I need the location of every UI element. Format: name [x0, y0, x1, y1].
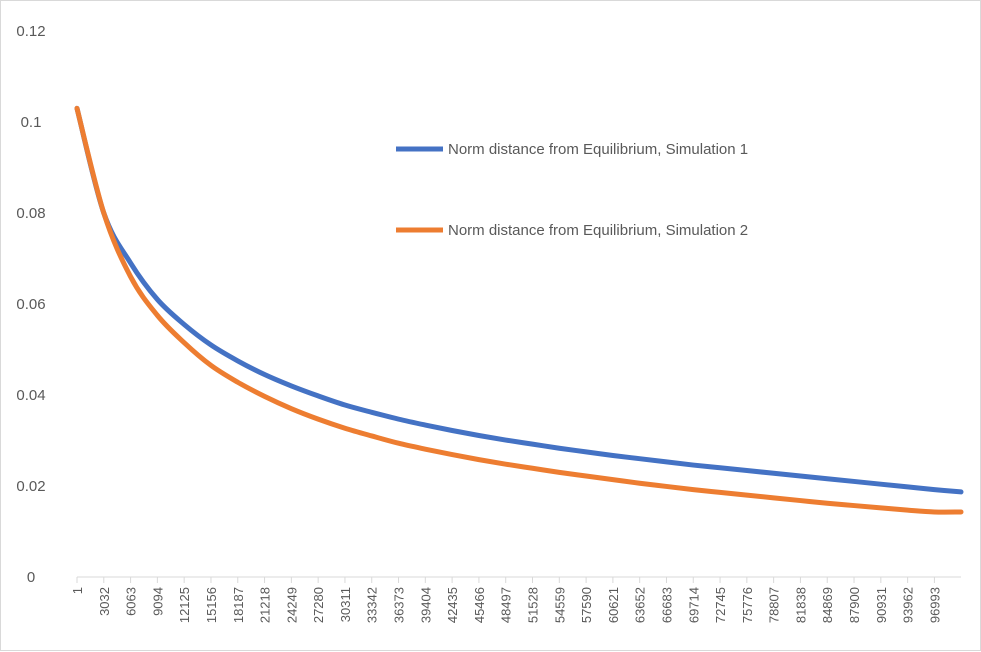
x-tick-label: 81838	[793, 587, 808, 623]
x-tick-label: 63652	[633, 587, 648, 623]
x-tick-label: 66683	[659, 587, 674, 623]
x-tick-label: 60621	[606, 587, 621, 623]
x-tick-label: 87900	[847, 587, 862, 623]
x-tick-label: 42435	[445, 587, 460, 623]
series-line-1	[74, 105, 964, 495]
y-tick-label: 0.08	[16, 205, 45, 222]
x-tick-label: 15156	[204, 587, 219, 623]
x-tick-label: 96993	[927, 587, 942, 623]
x-tick-label: 6063	[124, 587, 139, 616]
x-tick-label: 93962	[901, 587, 916, 623]
x-tick-label: 69714	[686, 587, 701, 623]
x-tick-label: 39404	[418, 587, 433, 623]
y-tick-label: 0.1	[21, 114, 42, 131]
y-tick-label: 0.12	[16, 23, 45, 40]
x-tick-label: 45466	[472, 587, 487, 623]
y-tick-label: 0.02	[16, 478, 45, 495]
x-tick-label: 90931	[874, 587, 889, 623]
x-tick-label: 30311	[338, 587, 353, 622]
x-tick-label: 33342	[365, 587, 380, 623]
x-tick-label: 48497	[499, 587, 514, 623]
legend-label-2: Norm distance from Equilibrium, Simulati…	[448, 222, 748, 239]
x-tick-label: 12125	[177, 587, 192, 623]
x-tick-label: 1	[70, 587, 85, 594]
y-tick-label: 0.06	[16, 296, 45, 313]
x-tick-label: 24249	[284, 587, 299, 623]
x-tick-label: 27280	[311, 587, 326, 623]
series-line-2	[74, 105, 964, 515]
x-tick-label: 57590	[579, 587, 594, 623]
x-tick-label: 51528	[526, 587, 541, 623]
x-tick-label: 72745	[713, 587, 728, 623]
y-tick-label: 0	[27, 569, 35, 586]
x-tick-label: 54559	[552, 587, 567, 623]
x-tick-label: 21218	[258, 587, 273, 623]
y-axis: 0 0.02 0.04 0.06 0.08 0.1 0.12	[16, 23, 45, 586]
x-tick-label: 3032	[97, 587, 112, 616]
x-axis: 1 3032 6063 9094 12125 15156 18187 21218 24249 27…	[70, 576, 961, 623]
x-tick-label: 36373	[392, 587, 407, 623]
x-tick-label: 18187	[231, 587, 246, 623]
x-tick-label: 78807	[767, 587, 782, 623]
legend-label-1: Norm distance from Equilibrium, Simulati…	[448, 141, 748, 158]
legend: Norm distance from Equilibrium, Simulati…	[396, 141, 748, 239]
series-layer	[74, 105, 964, 515]
x-tick-label: 9094	[150, 587, 165, 616]
x-tick-label: 75776	[740, 587, 755, 623]
x-tick-label: 84869	[820, 587, 835, 623]
y-tick-label: 0.04	[16, 387, 45, 404]
